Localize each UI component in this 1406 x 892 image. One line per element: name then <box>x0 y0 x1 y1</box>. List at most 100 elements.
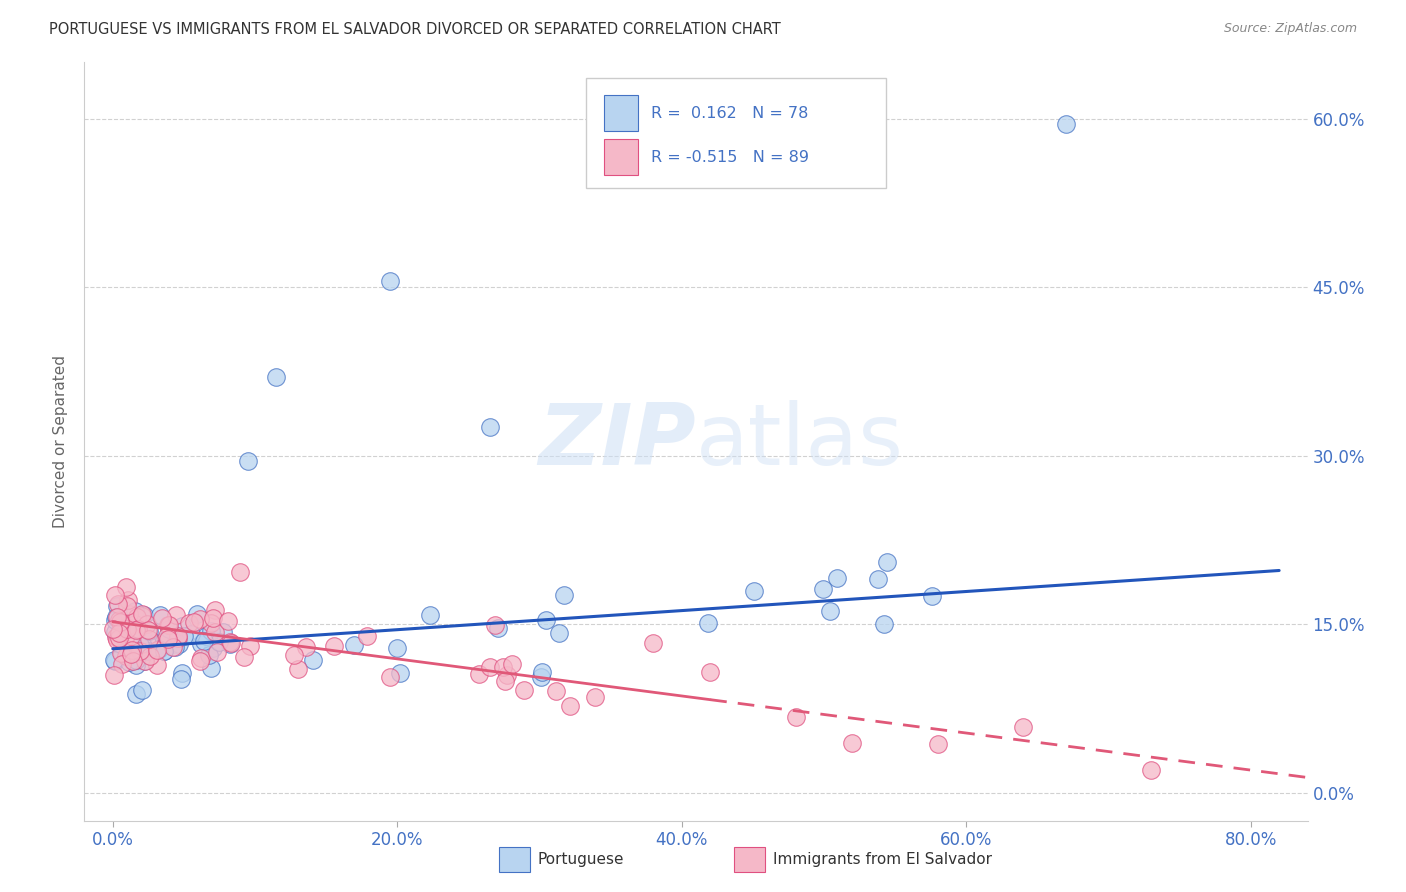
Point <box>166 632 188 646</box>
Point <box>190 654 212 668</box>
Point <box>183 615 205 629</box>
Point <box>163 640 186 655</box>
Point <box>229 565 252 579</box>
Point <box>643 636 665 650</box>
Point <box>200 616 222 631</box>
Point <box>121 623 143 637</box>
Point <box>530 665 553 680</box>
Text: Source: ZipAtlas.com: Source: ZipAtlas.com <box>1223 22 1357 36</box>
Point <box>239 639 262 653</box>
Point <box>114 632 136 646</box>
Point <box>558 698 581 713</box>
Point <box>146 658 169 673</box>
Point <box>120 629 142 643</box>
Point <box>553 588 575 602</box>
Point <box>107 632 129 646</box>
Point <box>125 653 148 667</box>
Text: atlas: atlas <box>696 400 904 483</box>
Point <box>131 625 153 640</box>
Point <box>152 634 174 648</box>
Point <box>219 636 242 650</box>
Point <box>873 617 896 632</box>
Point <box>134 654 156 668</box>
Point <box>295 640 318 654</box>
Point <box>103 667 125 681</box>
Point <box>115 580 138 594</box>
Point <box>156 632 179 646</box>
Point <box>120 647 142 661</box>
Point <box>115 622 138 636</box>
Point <box>825 571 848 585</box>
Point <box>501 657 523 672</box>
Point <box>117 621 139 635</box>
Point <box>193 634 215 648</box>
Point <box>173 629 195 643</box>
Point <box>868 572 890 586</box>
Point <box>124 687 146 701</box>
Point <box>1054 117 1077 131</box>
Point <box>356 629 378 643</box>
Point <box>419 608 441 623</box>
Point <box>921 589 943 603</box>
Point <box>548 625 571 640</box>
Text: Immigrants from El Salvador: Immigrants from El Salvador <box>773 853 993 867</box>
Point <box>107 598 129 612</box>
Point <box>323 639 346 653</box>
Point <box>117 593 139 607</box>
Point <box>107 613 129 627</box>
Point <box>177 616 200 631</box>
Point <box>534 613 557 627</box>
Point <box>157 618 180 632</box>
Point <box>136 636 159 650</box>
Point <box>104 613 127 627</box>
Point <box>105 633 128 648</box>
FancyBboxPatch shape <box>586 78 886 187</box>
Point <box>118 616 141 631</box>
Point <box>583 690 606 704</box>
Point <box>813 582 835 597</box>
Point <box>105 599 128 613</box>
Point <box>131 609 153 624</box>
Text: ZIP: ZIP <box>538 400 696 483</box>
Point <box>152 644 174 658</box>
Point <box>785 710 807 724</box>
Point <box>149 607 172 622</box>
Point <box>170 672 193 686</box>
Point <box>218 637 240 651</box>
Point <box>236 454 259 468</box>
Point <box>103 655 125 669</box>
Y-axis label: Divorced or Separated: Divorced or Separated <box>53 355 69 528</box>
Point <box>200 661 222 675</box>
Point <box>134 607 156 622</box>
Point <box>108 626 131 640</box>
Point <box>157 618 180 632</box>
Point <box>146 643 169 657</box>
Point <box>202 611 225 625</box>
Point <box>180 627 202 641</box>
Point <box>134 654 156 668</box>
Point <box>544 684 567 698</box>
Point <box>115 649 138 664</box>
Point <box>103 653 125 667</box>
Point <box>190 650 212 665</box>
Point <box>124 617 146 632</box>
Point <box>212 624 235 639</box>
Point <box>129 639 152 653</box>
Point <box>136 624 159 638</box>
Point <box>172 666 194 681</box>
Point <box>131 683 153 698</box>
Point <box>512 682 534 697</box>
Point <box>153 644 176 658</box>
Point <box>138 624 160 638</box>
Point <box>217 614 239 628</box>
Point <box>170 619 193 633</box>
Point <box>124 604 146 618</box>
Point <box>115 599 138 614</box>
Point <box>198 648 221 663</box>
Point <box>156 630 179 644</box>
Point <box>125 624 148 638</box>
Text: PORTUGUESE VS IMMIGRANTS FROM EL SALVADOR DIVORCED OR SEPARATED CORRELATION CHAR: PORTUGUESE VS IMMIGRANTS FROM EL SALVADO… <box>49 22 780 37</box>
Point <box>118 616 141 631</box>
Text: Portuguese: Portuguese <box>537 853 624 867</box>
Point <box>111 657 134 671</box>
